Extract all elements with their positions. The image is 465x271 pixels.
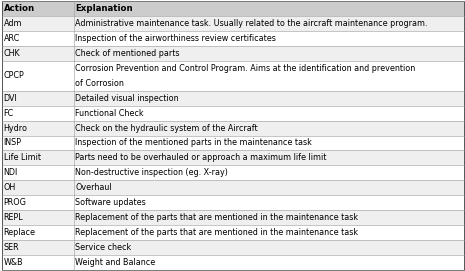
Text: DVI: DVI [4, 94, 18, 103]
Text: Corrosion Prevention and Control Program. Aims at the identification and prevent: Corrosion Prevention and Control Program… [75, 64, 416, 73]
Bar [2, 150, 464, 165]
Bar [2, 225, 464, 240]
Bar [2, 255, 464, 270]
Text: Check on the hydraulic system of the Aircraft: Check on the hydraulic system of the Air… [75, 124, 258, 133]
Text: Replacement of the parts that are mentioned in the maintenance task: Replacement of the parts that are mentio… [75, 213, 359, 222]
Bar [2, 136, 464, 150]
Text: CHK: CHK [4, 49, 20, 58]
Text: Weight and Balance: Weight and Balance [75, 258, 155, 267]
Text: NDI: NDI [4, 168, 18, 177]
Text: SER: SER [4, 243, 20, 252]
Text: Life Limit: Life Limit [4, 153, 41, 162]
Text: Explanation: Explanation [75, 4, 133, 13]
Bar [2, 46, 464, 61]
Text: Non-destructive inspection (eg. X-ray): Non-destructive inspection (eg. X-ray) [75, 168, 228, 177]
Bar [2, 106, 464, 121]
Text: INSP: INSP [4, 138, 22, 147]
Text: Service check: Service check [75, 243, 132, 252]
Bar [2, 61, 464, 91]
Text: Replacement of the parts that are mentioned in the maintenance task: Replacement of the parts that are mentio… [75, 228, 359, 237]
Text: Software updates: Software updates [75, 198, 146, 207]
Bar [2, 195, 464, 210]
Text: Action: Action [4, 4, 35, 13]
Bar [2, 91, 464, 106]
Text: OH: OH [4, 183, 16, 192]
Text: Overhaul: Overhaul [75, 183, 112, 192]
Bar [2, 240, 464, 255]
Bar [2, 180, 464, 195]
Bar [2, 210, 464, 225]
Text: PROG: PROG [4, 198, 27, 207]
Bar [2, 121, 464, 136]
Text: REPL: REPL [4, 213, 23, 222]
Text: FC: FC [4, 109, 14, 118]
Text: Parts need to be overhauled or approach a maximum life limit: Parts need to be overhauled or approach … [75, 153, 327, 162]
Text: Replace: Replace [4, 228, 36, 237]
Text: Functional Check: Functional Check [75, 109, 144, 118]
Text: Hydro: Hydro [4, 124, 28, 133]
Bar [2, 16, 464, 31]
Text: Detailed visual inspection: Detailed visual inspection [75, 94, 179, 103]
Text: CPCP: CPCP [4, 71, 25, 80]
Bar [2, 31, 464, 46]
Bar [2, 165, 464, 180]
Text: Adm: Adm [4, 19, 22, 28]
Text: Inspection of the mentioned parts in the maintenance task: Inspection of the mentioned parts in the… [75, 138, 312, 147]
Text: W&B: W&B [4, 258, 23, 267]
Text: Administrative maintenance task. Usually related to the aircraft maintenance pro: Administrative maintenance task. Usually… [75, 19, 428, 28]
Bar [2, 1, 464, 16]
Text: Inspection of the airworthiness review certificates: Inspection of the airworthiness review c… [75, 34, 276, 43]
Text: Check of mentioned parts: Check of mentioned parts [75, 49, 180, 58]
Text: of Corrosion: of Corrosion [75, 79, 124, 88]
Text: ARC: ARC [4, 34, 20, 43]
